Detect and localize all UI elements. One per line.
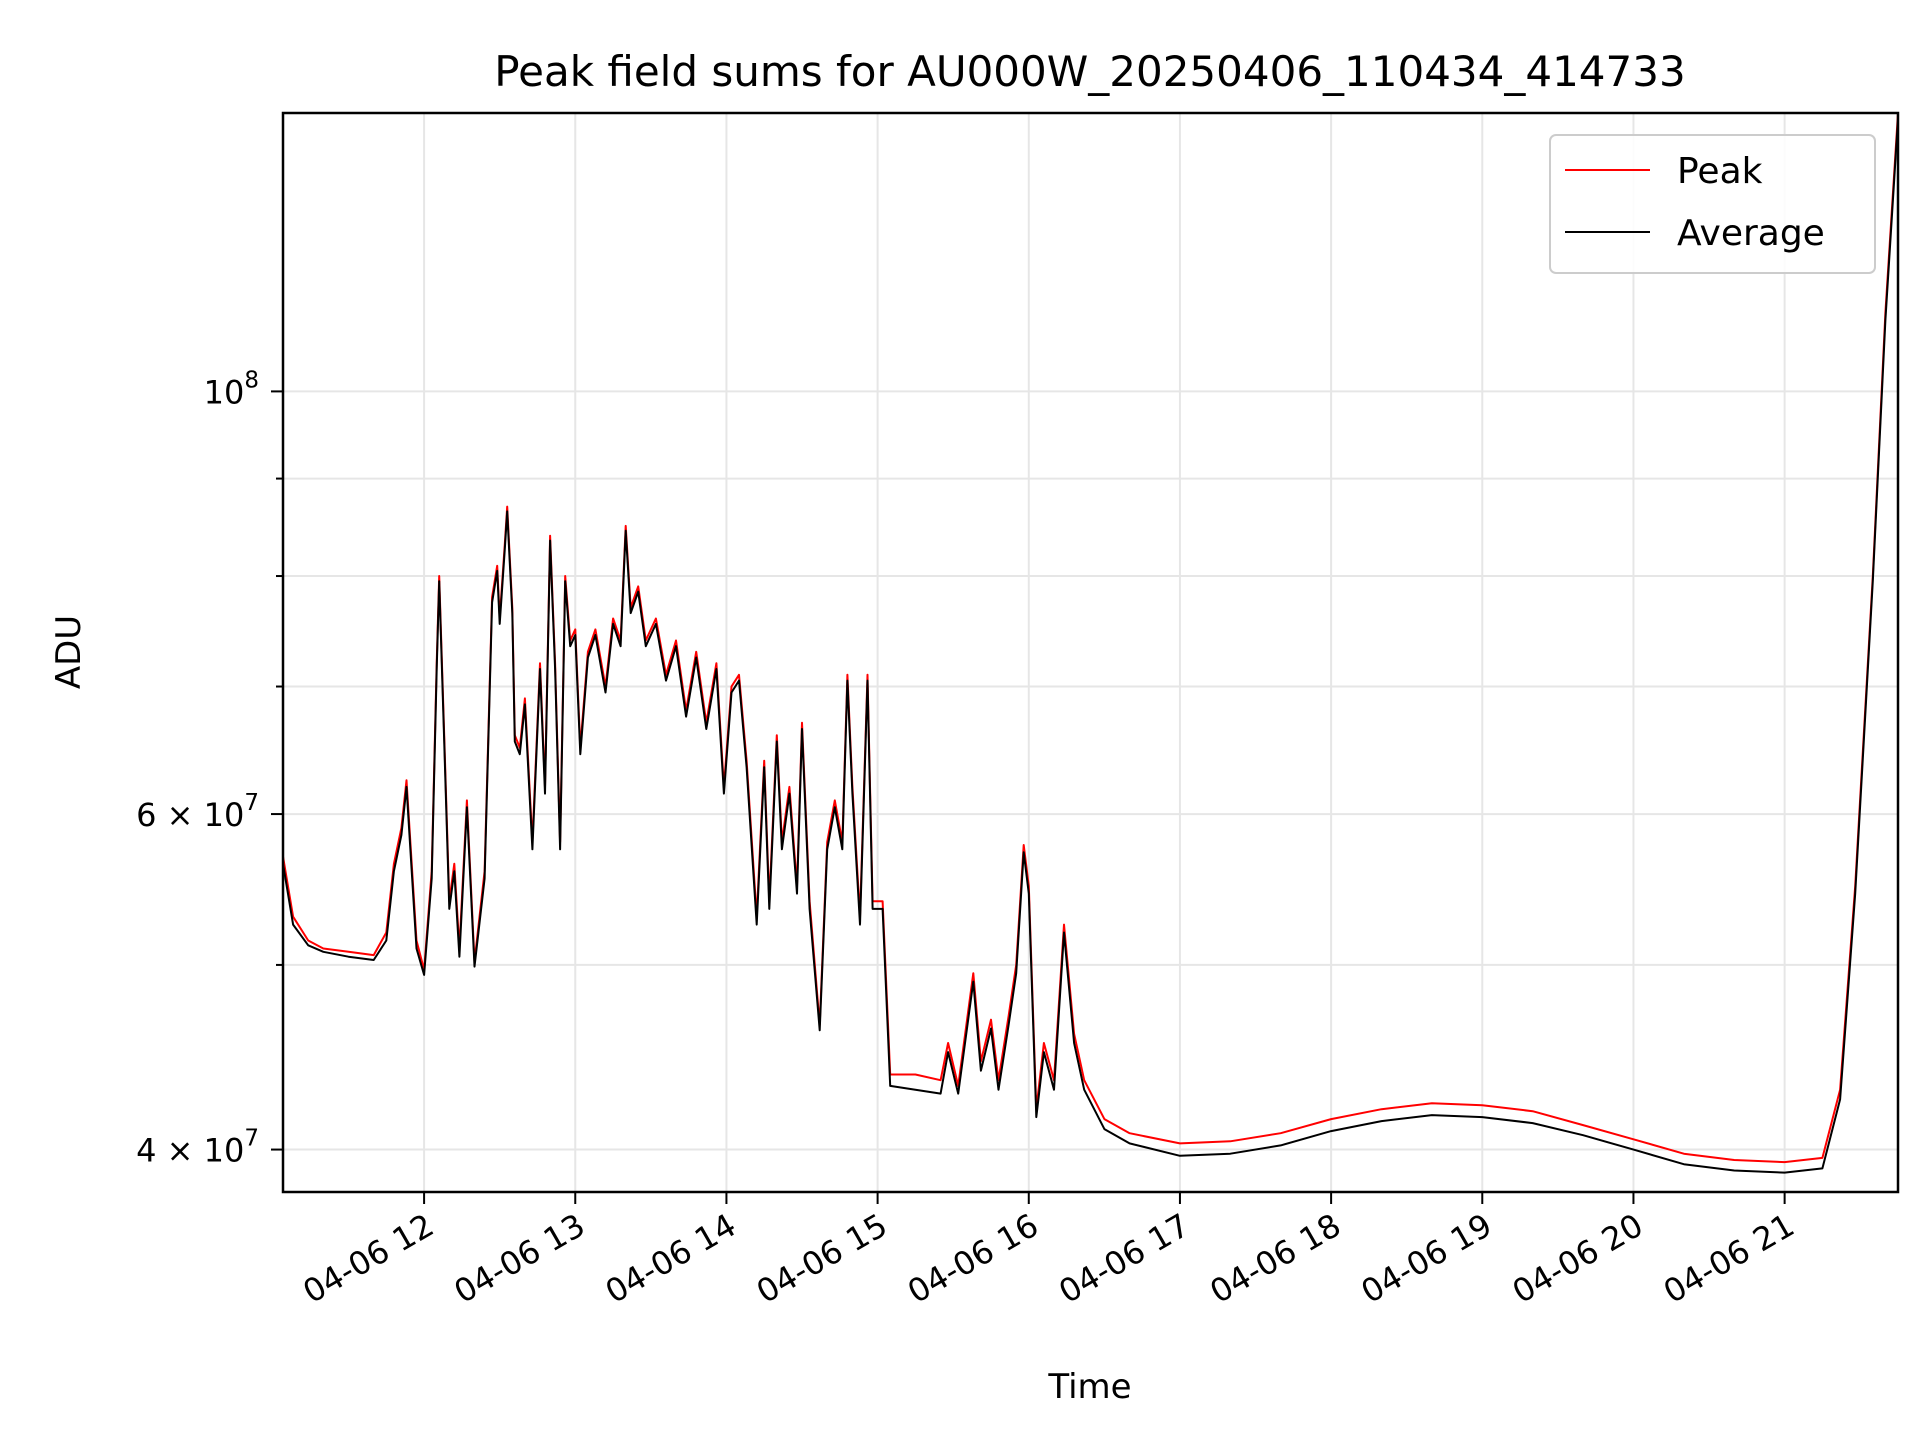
plot-frame xyxy=(281,111,1900,1194)
x-tick-label: 04-06 15 xyxy=(750,1206,894,1311)
grid-lines xyxy=(283,113,1898,1192)
legend: Peak Average xyxy=(1549,134,1876,274)
x-tick-label: 04-06 17 xyxy=(1052,1206,1196,1311)
x-tick-label: 04-06 12 xyxy=(296,1206,440,1311)
x-tick-label: 04-06 16 xyxy=(901,1206,1045,1311)
x-axis-label: Time xyxy=(1047,1367,1131,1407)
x-tick-label: 04-06 14 xyxy=(599,1206,743,1311)
y-axis-label: ADU xyxy=(49,615,89,689)
x-tick-label: 04-06 21 xyxy=(1657,1206,1801,1311)
x-tick-label: 04-06 13 xyxy=(448,1206,592,1311)
x-tick-label: 04-06 18 xyxy=(1204,1206,1348,1311)
y-axis-ticks: 4 × 107 6 × 107 108 xyxy=(136,367,283,1170)
y-tick-label: 4 × 107 xyxy=(136,1126,259,1170)
x-tick-label: 04-06 20 xyxy=(1506,1206,1650,1311)
y-tick-label: 6 × 107 xyxy=(136,790,259,834)
series-line-average xyxy=(282,118,1899,1174)
y-tick-label: 108 xyxy=(204,367,259,411)
plot-lines xyxy=(282,112,1899,1174)
x-axis-ticks: 04-06 12 04-06 13 04-06 14 04-06 15 04-06 16… xyxy=(296,1192,1801,1311)
x-tick-label: 04-06 19 xyxy=(1355,1206,1499,1311)
chart-title: Peak field sums for AU000W_20250406_1104… xyxy=(494,47,1685,96)
legend-label-peak: Peak xyxy=(1677,151,1763,192)
legend-label-average: Average xyxy=(1677,213,1825,254)
